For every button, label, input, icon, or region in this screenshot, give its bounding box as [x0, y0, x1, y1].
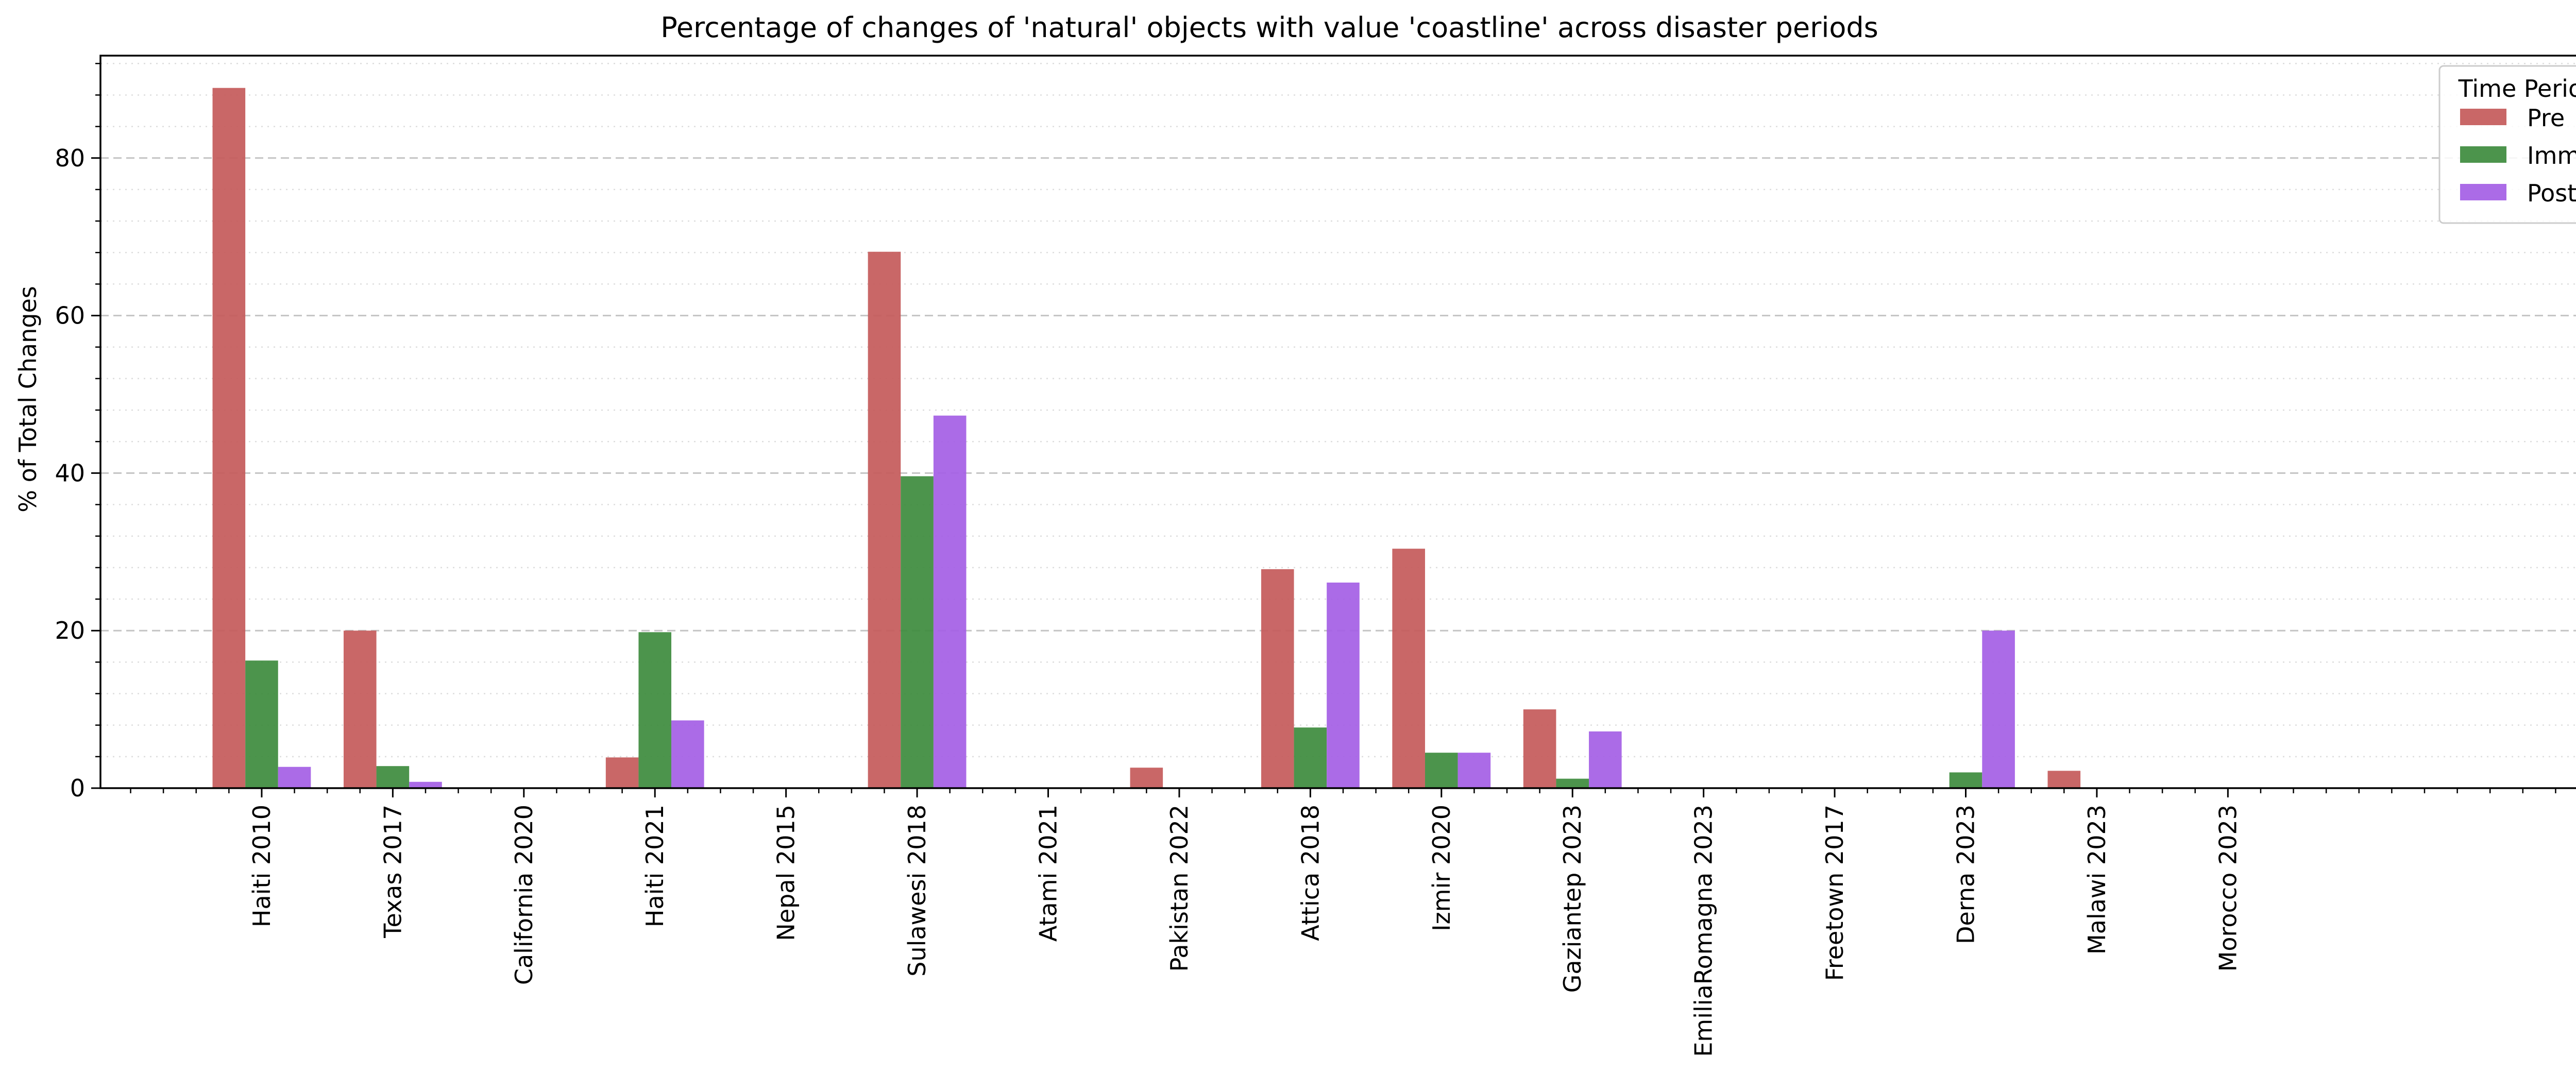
bar-imm [245, 660, 278, 788]
bar-post [1327, 582, 1360, 788]
x-tick-label: Freetown 2017 [1821, 805, 1849, 981]
bars [212, 88, 2081, 789]
x-tick-label: Izmir 2020 [1428, 805, 1455, 931]
x-tick-label: Haiti 2021 [641, 805, 669, 927]
x-tick-label: Attica 2018 [1296, 805, 1324, 941]
bar-post [1589, 731, 1622, 788]
y-tick-label: 80 [55, 144, 85, 172]
x-tick-label: Texas 2017 [379, 805, 406, 939]
bar-pre [343, 631, 377, 788]
legend-title: Time Period [2458, 75, 2576, 103]
bar-pre [1130, 768, 1163, 788]
x-tick-label: Nepal 2015 [772, 805, 800, 941]
bar-post [1982, 631, 2015, 788]
x-tick-label: Derna 2023 [1952, 805, 1979, 944]
legend-items: Pre Imm Post [2460, 104, 2576, 207]
legend-swatch-pre [2460, 109, 2506, 125]
legend-frame [2438, 65, 2576, 224]
x-tick-label: Atami 2021 [1035, 805, 1062, 942]
x-tick-label: Haiti 2010 [248, 805, 276, 927]
x-tick-label: Morocco 2023 [2214, 805, 2242, 972]
bar-imm [1556, 778, 1589, 788]
bar-post [409, 781, 442, 788]
legend-label-imm: Imm [2527, 142, 2576, 169]
legend-label-post: Post [2527, 179, 2576, 207]
y-tick-label: 60 [55, 302, 85, 330]
legend-swatch-post [2460, 184, 2506, 200]
bar-pre [212, 88, 246, 789]
bar-pre [1261, 569, 1294, 788]
x-tick-label: Sulawesi 2018 [903, 805, 931, 977]
y-axis-label: % of Total Changes [14, 286, 42, 512]
y-tick-label: 40 [55, 459, 85, 487]
x-tick-label: Malawi 2023 [2083, 805, 2111, 955]
bar-post [671, 720, 704, 788]
legend-label-pre: Pre [2527, 104, 2565, 132]
y-tick-label: 20 [55, 617, 85, 644]
bar-imm [1949, 772, 1982, 788]
chart-title: Percentage of changes of 'natural' objec… [660, 11, 1878, 44]
bar-post [278, 767, 311, 788]
plot-frame [99, 55, 2576, 789]
x-tick-label: EmiliaRomagna 2023 [1690, 805, 1718, 1057]
bar-pre [2047, 771, 2081, 788]
legend: Time Period Pre Imm Post [2438, 65, 2576, 224]
bar-imm [1425, 753, 1458, 788]
bar-pre [868, 251, 901, 789]
bar-pre [605, 757, 639, 788]
x-tick-label: California 2020 [510, 805, 538, 985]
bar-post [933, 415, 967, 788]
bar-post [1458, 753, 1491, 788]
grid-lines [100, 63, 2576, 758]
axes: 0 20 40 60 80 Haiti 2010 Texas 2017 California … [55, 55, 2576, 1057]
bar-imm [638, 632, 672, 788]
legend-swatch-imm [2460, 146, 2506, 163]
x-tick-label: Gaziantep 2023 [1558, 805, 1586, 993]
bar-pre [1392, 549, 1425, 788]
x-tick-label: Pakistan 2022 [1165, 805, 1193, 972]
bar-pre [1523, 709, 1556, 788]
bar-imm [376, 766, 410, 788]
bar-imm [1294, 727, 1327, 788]
y-tick-label: 0 [70, 774, 85, 802]
bar-imm [901, 476, 934, 788]
